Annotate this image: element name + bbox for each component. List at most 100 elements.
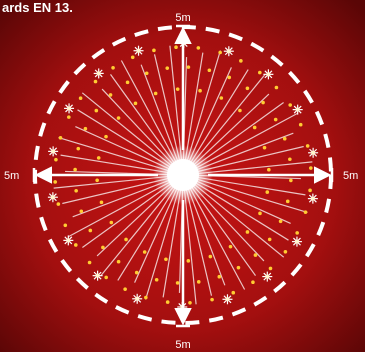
spark-star	[262, 271, 273, 282]
spark-dot	[217, 274, 222, 279]
spark-dot	[282, 136, 287, 141]
spark-dot	[238, 108, 242, 113]
spark-dot	[239, 59, 243, 63]
spark-dot	[186, 65, 191, 69]
spark-dot	[88, 228, 93, 233]
spark-dot	[265, 190, 270, 194]
spark-dot	[309, 166, 313, 170]
burst-core	[167, 159, 199, 191]
spark-dot	[76, 146, 81, 151]
spark-dot	[79, 209, 84, 214]
spark-dot	[94, 108, 99, 113]
burst-ray	[68, 180, 173, 238]
spark-dot	[278, 219, 283, 224]
spark-dot	[207, 68, 212, 73]
spark-dot	[164, 257, 168, 262]
spark-dot	[188, 301, 192, 305]
burst-ray	[153, 54, 181, 164]
spark-dot	[74, 243, 78, 247]
burst-ray	[145, 186, 181, 300]
spark-dot	[109, 220, 114, 225]
spark-star	[47, 192, 58, 203]
spark-dot	[130, 55, 135, 60]
spark-dot	[208, 254, 213, 259]
distance-label-left: 5m	[4, 170, 19, 182]
spark-dot	[268, 266, 273, 271]
spark-star	[48, 146, 59, 157]
spark-star	[291, 236, 302, 247]
spark-star	[132, 293, 143, 304]
spark-dot	[288, 103, 292, 107]
spark-dot	[144, 71, 149, 76]
spark-dot	[196, 280, 201, 284]
spark-star	[223, 46, 234, 57]
spark-dot	[288, 157, 292, 162]
spark-star	[93, 68, 104, 79]
burst-ray	[58, 137, 172, 173]
burst-ray	[60, 154, 172, 174]
spark-dot	[198, 88, 202, 93]
burst-ray	[191, 182, 285, 258]
spark-dot	[175, 281, 180, 285]
spark-dot	[165, 66, 170, 70]
spark-dot	[133, 101, 138, 106]
spark-star	[292, 104, 303, 115]
spark-dot	[101, 245, 105, 250]
spark-dot	[111, 66, 115, 70]
burst-ray	[194, 177, 308, 213]
spark-star	[308, 147, 319, 158]
spark-dot	[153, 91, 158, 96]
burst-ray	[184, 52, 204, 164]
spark-dot	[289, 178, 293, 183]
spark-dot	[96, 156, 101, 160]
spark-dot	[258, 211, 262, 216]
spark-dot	[74, 188, 78, 193]
spark-dot	[93, 79, 98, 84]
spark-dot	[83, 126, 88, 131]
spark-dot	[87, 260, 92, 265]
burst-ray	[110, 74, 177, 166]
burst-ray	[185, 186, 213, 296]
spark-star	[133, 45, 144, 56]
spark-dot	[152, 48, 156, 53]
spark-dot	[186, 259, 191, 263]
spark-dot	[144, 295, 148, 300]
burst-ray	[82, 181, 174, 248]
spark-dot	[285, 199, 290, 204]
spark-dot	[56, 202, 61, 206]
spark-dot	[54, 157, 58, 162]
spark-dot	[124, 237, 128, 242]
spark-dot	[108, 93, 113, 97]
spark-star	[222, 294, 233, 305]
spark-dot	[154, 277, 159, 282]
spark-dot	[63, 223, 68, 228]
distance-arrows	[32, 24, 334, 328]
spark-dot	[245, 230, 250, 234]
spark-star	[63, 235, 74, 246]
spark-dot	[218, 50, 222, 55]
spark-dot	[95, 178, 99, 183]
burst-ray	[183, 186, 197, 305]
spark-star	[307, 193, 318, 204]
spark-dot	[267, 167, 271, 172]
spark-dot	[53, 180, 57, 184]
spark-dot	[273, 117, 278, 122]
spark-dot	[58, 136, 63, 140]
burst-ray	[117, 184, 178, 281]
spark-dot	[267, 237, 272, 242]
spark-dot	[283, 250, 288, 254]
burst-rays	[53, 45, 313, 305]
spark-dot	[245, 86, 250, 91]
burst-ray	[193, 112, 298, 170]
spark-star	[263, 69, 274, 80]
burst-ray	[100, 183, 176, 277]
spark-dot	[274, 85, 279, 90]
distance-label-top: 5m	[175, 12, 190, 24]
spark-dot	[125, 80, 130, 85]
burst-ray	[77, 109, 174, 170]
spark-dot	[219, 96, 224, 100]
spark-dot	[134, 270, 139, 275]
spark-dot	[236, 265, 241, 270]
spark-dot	[123, 287, 127, 291]
